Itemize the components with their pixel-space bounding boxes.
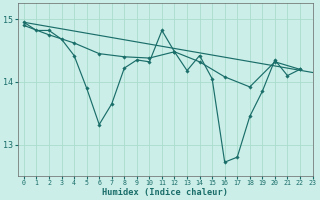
X-axis label: Humidex (Indice chaleur): Humidex (Indice chaleur) bbox=[102, 188, 228, 197]
